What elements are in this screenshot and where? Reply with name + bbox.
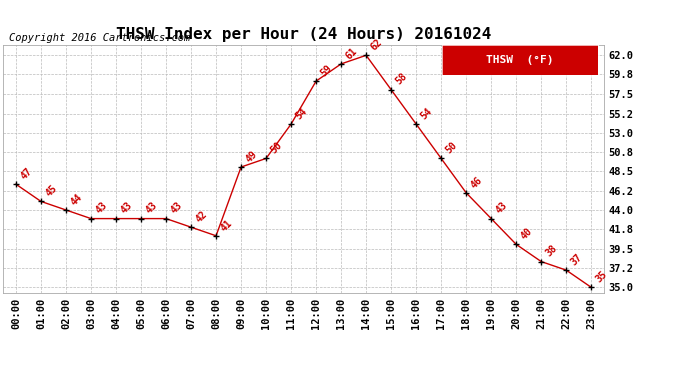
Text: 47: 47	[19, 166, 34, 182]
Text: 49: 49	[244, 149, 259, 164]
Text: 46: 46	[469, 175, 484, 190]
Text: 45: 45	[43, 183, 59, 199]
Text: 38: 38	[544, 243, 560, 259]
Text: 43: 43	[144, 200, 159, 216]
Text: 58: 58	[394, 72, 409, 87]
Text: 50: 50	[269, 140, 284, 156]
Text: 37: 37	[569, 252, 584, 267]
Text: 43: 43	[494, 200, 509, 216]
Text: Copyright 2016 Cartronics.com: Copyright 2016 Cartronics.com	[10, 33, 190, 42]
Text: 43: 43	[119, 200, 134, 216]
Title: THSW Index per Hour (24 Hours) 20161024: THSW Index per Hour (24 Hours) 20161024	[116, 27, 491, 42]
Text: 43: 43	[94, 200, 109, 216]
Text: 54: 54	[419, 106, 434, 121]
Text: 62: 62	[369, 37, 384, 52]
Text: 44: 44	[69, 192, 84, 207]
Text: 43: 43	[169, 200, 184, 216]
Text: 41: 41	[219, 217, 234, 233]
Text: 42: 42	[194, 209, 209, 224]
Text: 61: 61	[344, 46, 359, 61]
Text: 59: 59	[319, 63, 334, 78]
Text: 50: 50	[444, 140, 460, 156]
Text: 54: 54	[294, 106, 309, 121]
Text: 40: 40	[519, 226, 534, 242]
Text: 35: 35	[594, 269, 609, 285]
